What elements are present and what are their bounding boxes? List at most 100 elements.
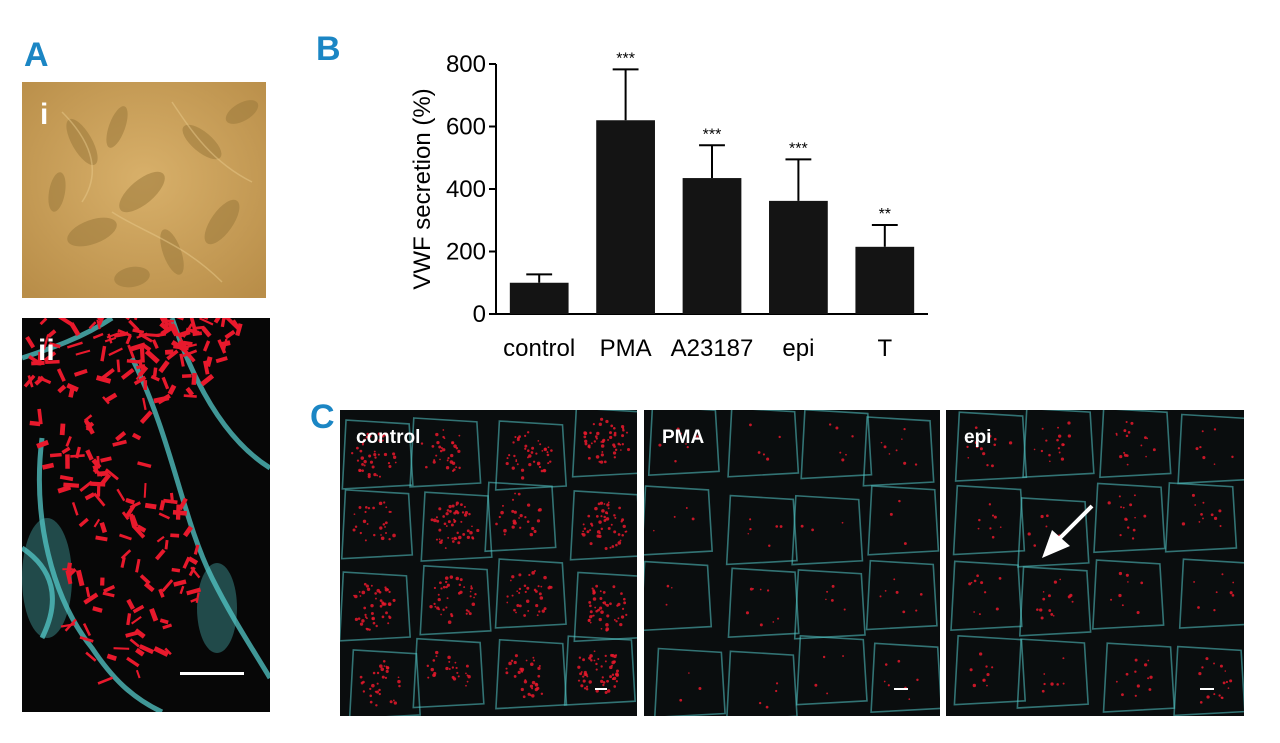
wpb-granule xyxy=(440,446,443,449)
wpb-granule xyxy=(520,687,524,692)
wpb-granule xyxy=(96,485,101,497)
wpb-granule xyxy=(365,435,369,439)
wpb-granule xyxy=(1042,597,1046,601)
wpb-granule xyxy=(392,699,395,702)
wpb-granule xyxy=(597,658,600,661)
wpb-granule xyxy=(511,509,515,513)
wpb-granule xyxy=(595,437,598,440)
wpb-granule xyxy=(361,619,365,623)
panel-c-label-control: control xyxy=(356,427,421,448)
wpb-granule xyxy=(381,439,384,442)
wpb-granule xyxy=(398,684,401,688)
wpb-granule xyxy=(440,587,443,590)
wpb-granule xyxy=(607,527,611,530)
wpb-granule xyxy=(384,676,388,679)
x-tick-label: A23187 xyxy=(671,335,754,362)
wpb-granule xyxy=(595,515,599,518)
cell-outline xyxy=(340,489,414,560)
wpb-granule xyxy=(1147,659,1150,662)
wpb-granule xyxy=(432,460,436,464)
cell-outline xyxy=(571,410,637,478)
wpb-granule xyxy=(1231,594,1235,597)
wpb-granule xyxy=(1057,426,1059,429)
wpb-granule xyxy=(880,441,883,444)
wpb-granule xyxy=(621,607,625,610)
wpb-granule xyxy=(546,453,550,457)
wpb-granule xyxy=(79,635,94,643)
wpb-granule xyxy=(192,331,203,337)
wpb-granule xyxy=(387,622,390,625)
cell-outline xyxy=(1016,638,1089,709)
wpb-granule xyxy=(367,475,371,479)
wpb-granule xyxy=(528,454,532,458)
wpb-granule xyxy=(541,449,544,452)
wpb-granule xyxy=(383,501,386,504)
wpb-granule xyxy=(446,509,450,512)
wpb-granule xyxy=(1125,434,1129,438)
wpb-granule xyxy=(113,647,130,650)
wpb-granule xyxy=(609,675,613,679)
wpb-granule xyxy=(531,526,535,531)
wpb-granule xyxy=(445,466,450,470)
chart-svg: 0 200 400 600 800 VWF secretion (%) control PMA… xyxy=(409,50,928,362)
wpb-granule xyxy=(600,444,605,448)
wpb-granule xyxy=(1136,684,1140,688)
wpb-granule xyxy=(215,356,228,364)
wpb-granule xyxy=(525,599,530,604)
image-background xyxy=(340,410,637,716)
wpb-granule xyxy=(370,584,373,587)
wpb-granule xyxy=(1119,455,1123,459)
wpb-granule xyxy=(887,684,890,687)
wpb-granule xyxy=(385,611,388,615)
wpb-granule xyxy=(522,695,526,699)
wpb-granule xyxy=(582,533,586,537)
wpb-granule xyxy=(623,601,627,605)
wpb-granule xyxy=(382,523,386,526)
wpb-granule xyxy=(106,653,117,661)
wpb-granule xyxy=(361,469,364,472)
wpb-granule xyxy=(85,586,91,598)
wpb-granule xyxy=(385,531,388,534)
wpb-granule xyxy=(1125,420,1128,424)
wpb-granule xyxy=(384,587,389,592)
wpb-granule xyxy=(602,590,606,594)
wpb-granule xyxy=(506,595,509,598)
wpb-granule xyxy=(36,439,49,449)
wpb-granule xyxy=(1227,687,1230,689)
wpb-granule xyxy=(1067,434,1071,438)
wpb-granule xyxy=(451,504,455,508)
wpb-granule xyxy=(358,506,362,509)
wpb-granule xyxy=(605,623,609,627)
wpb-granule xyxy=(126,359,141,364)
wpb-granule xyxy=(888,453,891,455)
wpb-granule xyxy=(523,614,526,617)
wpb-granule xyxy=(986,463,989,467)
wpb-granule xyxy=(48,341,61,349)
wpb-granule xyxy=(619,622,623,627)
wpb-granule xyxy=(604,654,607,657)
wpb-granule xyxy=(92,332,104,340)
wpb-granule xyxy=(536,519,541,523)
wpb-granule xyxy=(688,672,690,674)
wpb-granule xyxy=(505,671,509,675)
wpb-granule xyxy=(537,674,541,678)
wpb-granule xyxy=(914,463,918,466)
wpb-granule xyxy=(749,518,752,521)
wpb-granule xyxy=(83,592,99,605)
wpb-granule xyxy=(375,597,377,600)
wpb-granule xyxy=(359,531,362,535)
wpb-granule xyxy=(598,460,601,463)
wpb-granule xyxy=(1221,696,1224,700)
wpb-granule xyxy=(365,617,368,620)
wpb-granule xyxy=(442,515,445,518)
wpb-granule xyxy=(201,326,212,338)
cell-outline xyxy=(647,410,720,477)
wpb-granule xyxy=(385,666,390,670)
wpb-granule xyxy=(358,591,361,593)
wpb-granule xyxy=(362,519,367,524)
wpb-granule xyxy=(203,360,210,375)
wpb-granule xyxy=(397,679,401,684)
wpb-granule xyxy=(361,441,365,444)
wpb-granule xyxy=(613,431,617,435)
wpb-granule xyxy=(591,587,594,590)
